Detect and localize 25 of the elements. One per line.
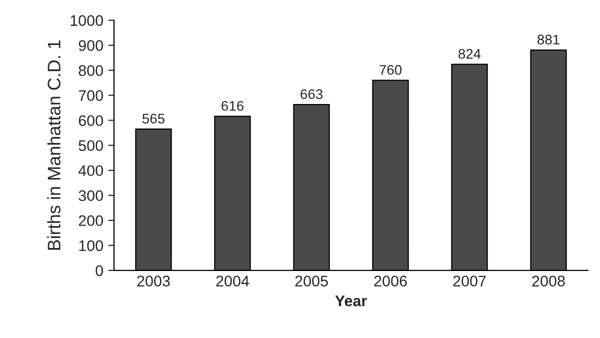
y-tick-label: 300 <box>78 190 103 202</box>
y-axis-title: Births in Manhattan C.D. 1 <box>47 40 60 250</box>
data-label: 824 <box>458 48 481 59</box>
data-label: 881 <box>538 34 560 45</box>
y-tick-label: 1000 <box>70 15 103 26</box>
x-tick-label: 2008 <box>532 276 565 286</box>
y-tick-label: 400 <box>78 165 103 176</box>
data-label: 663 <box>300 89 322 100</box>
y-tick-label: 900 <box>78 40 103 51</box>
x-tick-label: 2006 <box>374 276 407 286</box>
x-tick-label: 2003 <box>137 276 170 286</box>
data-label: 565 <box>142 114 165 124</box>
y-tick-label: 200 <box>78 215 103 226</box>
x-tick-label: 2004 <box>216 276 250 286</box>
data-label: 616 <box>222 100 244 111</box>
x-axis-title: Year <box>335 296 367 306</box>
x-tick-label: 2007 <box>453 276 486 286</box>
y-tick-label: 500 <box>78 140 103 152</box>
y-tick-label: 600 <box>78 115 103 126</box>
y-tick-label: 0 <box>96 265 103 276</box>
y-tick-label: 700 <box>78 90 103 101</box>
y-tick-label: 100 <box>79 240 103 252</box>
data-label: 760 <box>380 64 402 75</box>
x-tick-label: 2005 <box>295 276 328 286</box>
y-tick-label: 800 <box>78 65 103 76</box>
